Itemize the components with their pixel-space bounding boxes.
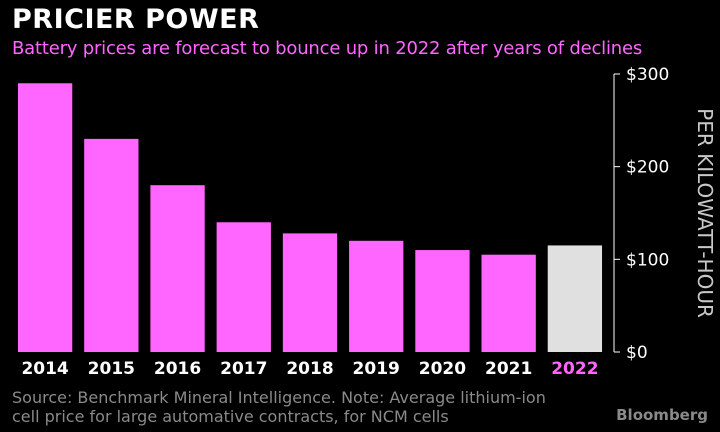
bar-2022 <box>547 245 603 352</box>
x-tick-label-2018: 2018 <box>286 359 333 379</box>
x-tick-label-2014: 2014 <box>21 359 68 379</box>
x-tick-label-2017: 2017 <box>220 359 267 379</box>
bar-2020 <box>415 250 470 352</box>
bar-2018 <box>282 233 338 352</box>
y-tick-label-0: $0 <box>626 343 648 363</box>
x-labels-group: 2014 2015 2016 2017 2018 2019 2020 2021 2022 <box>21 359 598 379</box>
y-tick-label-300: $300 <box>626 65 669 85</box>
chart-title: PRICIER POWER <box>12 4 260 35</box>
bar-2021 <box>481 254 536 352</box>
x-tick-label-2015: 2015 <box>88 359 135 379</box>
x-tick-label-2022: 2022 <box>551 359 598 379</box>
bars-group <box>17 83 603 353</box>
source-note: Source: Benchmark Mineral Intelligence. … <box>12 388 546 426</box>
x-tick-label-2021: 2021 <box>485 359 532 379</box>
bar-2015 <box>84 138 139 352</box>
y-ticks-group: $0 $100 $200 $300 <box>614 65 669 363</box>
bar-2016 <box>150 185 205 352</box>
y-axis-label: PER KILOWATT-HOUR <box>693 108 717 318</box>
bar-2019 <box>349 240 404 352</box>
y-tick-label-200: $200 <box>626 158 669 178</box>
x-tick-label-2020: 2020 <box>419 359 466 379</box>
y-tick-label-100: $100 <box>626 250 669 270</box>
bar-2014 <box>17 83 73 353</box>
bar-2017 <box>216 222 271 352</box>
brand-logo: Bloomberg <box>616 406 708 424</box>
chart-subtitle: Battery prices are forecast to bounce up… <box>12 38 643 59</box>
x-tick-label-2016: 2016 <box>154 359 201 379</box>
x-tick-label-2019: 2019 <box>353 359 400 379</box>
